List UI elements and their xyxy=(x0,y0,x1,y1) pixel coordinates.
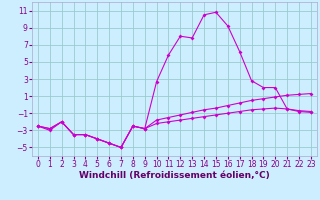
X-axis label: Windchill (Refroidissement éolien,°C): Windchill (Refroidissement éolien,°C) xyxy=(79,171,270,180)
